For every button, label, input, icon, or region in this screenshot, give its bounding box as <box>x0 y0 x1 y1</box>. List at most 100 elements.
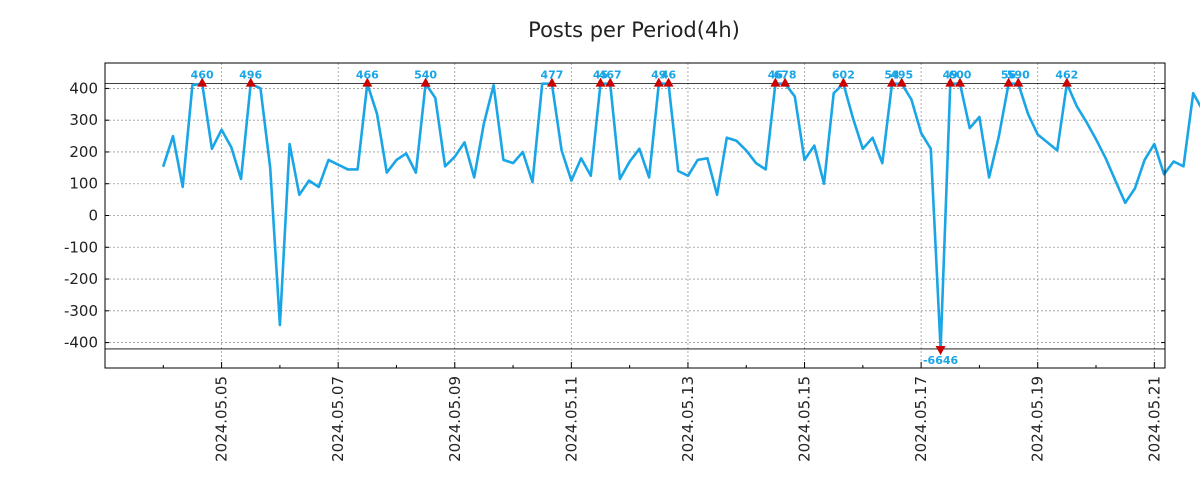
data-point <box>288 143 291 145</box>
y-tick-label: -100 <box>64 238 98 256</box>
peak-marker <box>245 77 256 87</box>
data-point <box>483 122 485 125</box>
data-point <box>1182 165 1185 168</box>
data-point <box>803 159 806 161</box>
data-point <box>628 160 631 163</box>
annotation-label: 49 <box>943 69 958 82</box>
peak-marker <box>420 77 431 87</box>
data-point <box>453 155 456 158</box>
data-point <box>230 146 233 149</box>
annotation-label: 462 <box>1055 69 1078 82</box>
data-point <box>978 116 981 118</box>
data-point <box>696 159 699 161</box>
peak-marker <box>935 345 946 355</box>
data-point <box>1036 133 1039 136</box>
data-point <box>920 131 923 134</box>
data-point <box>395 159 398 161</box>
peak-marker <box>663 77 674 87</box>
data-point <box>541 82 544 85</box>
y-tick-label: 400 <box>69 79 98 97</box>
data-point <box>385 171 388 174</box>
data-point <box>1104 157 1107 160</box>
data-point <box>1133 187 1136 190</box>
data-point <box>308 179 310 182</box>
y-tick-label: 300 <box>69 111 98 129</box>
data-point <box>755 162 757 164</box>
data-point <box>1143 159 1146 161</box>
data-point <box>181 186 184 188</box>
x-tick-label: 2024.05.17 <box>912 376 930 462</box>
data-point <box>259 87 262 90</box>
data-point <box>1163 173 1165 176</box>
data-point <box>813 144 816 147</box>
data-point <box>463 141 466 144</box>
peak-marker <box>896 77 907 87</box>
annotation-label: 590 <box>1007 69 1030 82</box>
annotation-label: 46 <box>768 69 784 82</box>
peak-marker <box>954 77 965 87</box>
annotation-label: 496 <box>239 69 262 82</box>
x-tick-label: 2024.05.21 <box>1145 376 1163 462</box>
data-point <box>560 149 563 152</box>
annotation-label: 49 <box>651 69 666 82</box>
data-point <box>1046 141 1049 144</box>
data-point <box>512 162 514 164</box>
data-point <box>1153 143 1156 145</box>
peak-marker <box>886 77 897 87</box>
data-point <box>823 182 825 185</box>
data-point <box>861 147 864 150</box>
peak-marker <box>838 77 849 87</box>
data-point <box>434 97 437 99</box>
annotation-label: 602 <box>832 69 855 82</box>
peak-marker <box>780 77 791 87</box>
plot-frame <box>104 62 1166 369</box>
data-point <box>415 171 417 174</box>
data-point <box>210 147 213 150</box>
data-point <box>337 163 340 166</box>
data-point <box>1124 201 1127 204</box>
data-point <box>988 176 991 179</box>
data-point <box>405 152 408 155</box>
annotation-label: 540 <box>414 69 437 82</box>
data-point <box>638 147 641 150</box>
peak-marker <box>197 77 208 87</box>
annotation-label: 460 <box>191 69 214 82</box>
annotation-label: 600 <box>949 69 972 82</box>
data-point <box>327 159 330 161</box>
data-point <box>580 157 582 160</box>
annotation-label: 495 <box>890 69 913 82</box>
peak-marker <box>653 77 664 87</box>
annotation-label: 46 <box>661 69 677 82</box>
data-point <box>929 147 932 150</box>
data-point <box>1075 104 1078 107</box>
data-point <box>1056 149 1059 152</box>
data-point <box>793 95 796 98</box>
data-point <box>687 174 689 177</box>
data-point <box>619 178 621 180</box>
data-point <box>220 128 223 131</box>
series-line <box>162 82 1200 351</box>
annotation-label: 45 <box>593 69 608 82</box>
annotation-label: -6646 <box>923 354 959 367</box>
y-tick-label: -400 <box>64 334 98 352</box>
data-point <box>1095 138 1097 141</box>
data-point <box>1172 160 1175 163</box>
data-point <box>502 159 505 161</box>
data-point <box>1027 112 1029 115</box>
data-point <box>346 168 349 171</box>
data-point <box>852 117 855 120</box>
data-point <box>968 127 971 130</box>
y-tick-label: -200 <box>64 270 98 288</box>
data-point <box>356 168 359 171</box>
peak-marker <box>362 77 373 87</box>
peak-marker <box>1013 77 1024 87</box>
annotation-label: 678 <box>774 69 797 82</box>
y-tick-label: 200 <box>69 143 98 161</box>
data-point <box>531 181 534 184</box>
data-point <box>473 176 476 179</box>
data-point <box>444 165 446 168</box>
reference-lines <box>105 83 1165 350</box>
annotation-label: 466 <box>356 69 379 82</box>
data-point <box>997 135 1000 137</box>
